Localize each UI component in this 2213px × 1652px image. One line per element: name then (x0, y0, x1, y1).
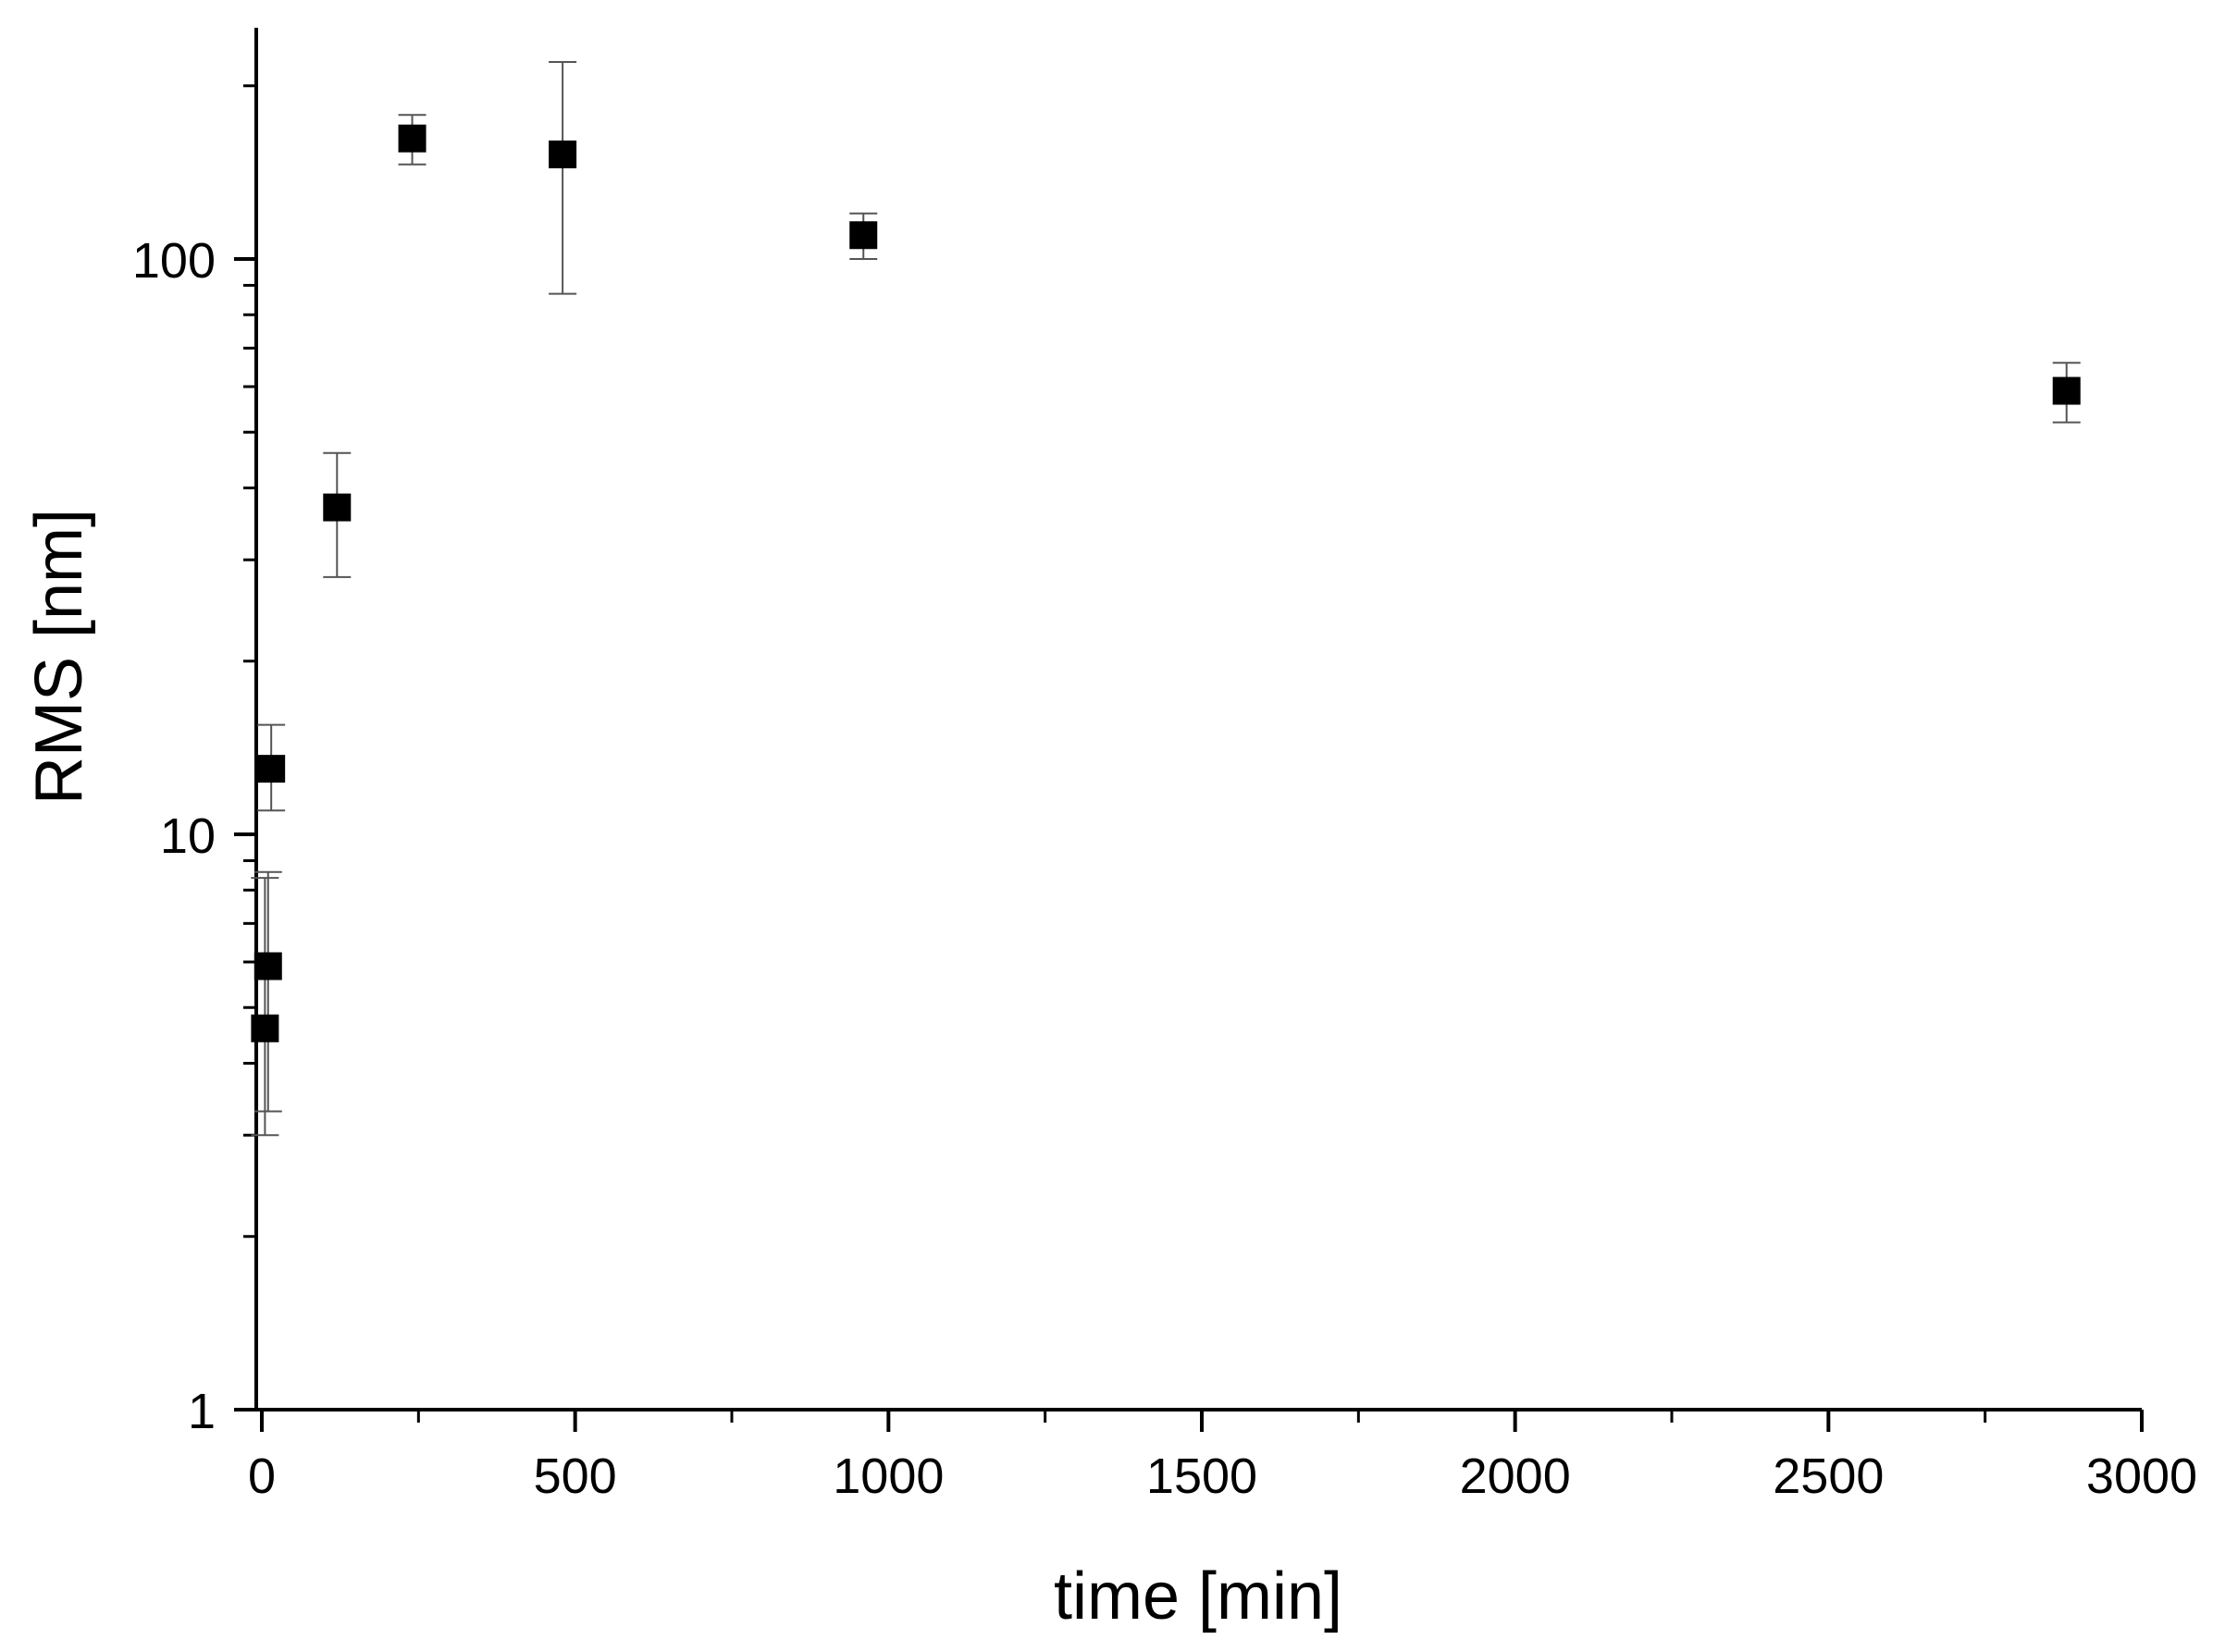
data-point-marker (549, 140, 577, 168)
data-point-marker (253, 952, 282, 980)
x-tick-label: 1000 (833, 1449, 944, 1504)
y-tick-label: 1 (188, 1384, 216, 1439)
x-tick-label: 3000 (2086, 1449, 2197, 1504)
data-point-marker (257, 755, 286, 783)
data-point-marker (323, 493, 352, 522)
x-tick-label: 0 (248, 1449, 276, 1504)
x-tick-label: 2000 (1460, 1449, 1571, 1504)
data-point-marker (251, 1014, 279, 1042)
x-tick-label: 2500 (1773, 1449, 1884, 1504)
x-axis-title: time [min] (1054, 1560, 1342, 1634)
data-markers (251, 124, 2081, 1042)
y-axis-title: RMS [nm] (22, 509, 96, 805)
x-tick-label: 1500 (1146, 1449, 1257, 1504)
data-point-marker (2052, 376, 2081, 405)
x-tick-label: 500 (534, 1449, 617, 1504)
axis-ticks: 0 500 1000 1500 2000 2500 3000 1 10 100 (132, 84, 2197, 1504)
y-tick-label: 10 (160, 808, 216, 864)
axes (254, 28, 2142, 1412)
error-bars (251, 61, 2081, 1137)
data-point-marker (849, 221, 878, 250)
data-point-marker (398, 124, 427, 153)
y-tick-label: 100 (132, 233, 216, 289)
